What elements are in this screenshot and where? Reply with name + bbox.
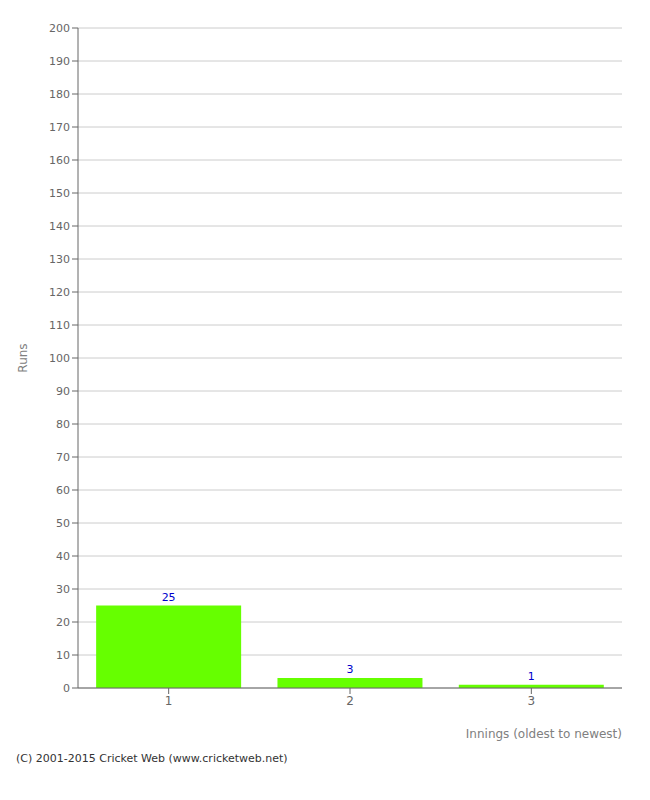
svg-text:180: 180 <box>49 88 70 101</box>
svg-text:160: 160 <box>49 154 70 167</box>
svg-text:0: 0 <box>63 682 70 695</box>
svg-text:2: 2 <box>346 694 354 708</box>
html-text:(C) 2001-2015 Cricket Web (www: (C) 2001-2015 Cricket Web (www.cricketwe… <box>16 752 288 765</box>
svg-text:20: 20 <box>56 616 70 629</box>
svg-text:25: 25 <box>162 591 176 604</box>
svg-text:40: 40 <box>56 550 70 563</box>
svg-text:90: 90 <box>56 385 70 398</box>
svg-text:Innings (oldest to newest): Innings (oldest to newest) <box>466 727 622 741</box>
svg-text:140: 140 <box>49 220 70 233</box>
svg-text:60: 60 <box>56 484 70 497</box>
svg-text:50: 50 <box>56 517 70 530</box>
svg-text:1: 1 <box>165 694 173 708</box>
svg-text:100: 100 <box>49 352 70 365</box>
svg-text:30: 30 <box>56 583 70 596</box>
svg-text:10: 10 <box>56 649 70 662</box>
svg-text:130: 130 <box>49 253 70 266</box>
svg-text:170: 170 <box>49 121 70 134</box>
svg-text:80: 80 <box>56 418 70 431</box>
svg-text:150: 150 <box>49 187 70 200</box>
svg-text:190: 190 <box>49 55 70 68</box>
svg-text:3: 3 <box>346 663 353 676</box>
svg-text:120: 120 <box>49 286 70 299</box>
svg-text:70: 70 <box>56 451 70 464</box>
svg-text:1: 1 <box>528 670 535 683</box>
svg-text:Runs: Runs <box>16 343 30 372</box>
svg-text:110: 110 <box>49 319 70 332</box>
svg-text:3: 3 <box>528 694 536 708</box>
svg-text:200: 200 <box>49 22 70 35</box>
